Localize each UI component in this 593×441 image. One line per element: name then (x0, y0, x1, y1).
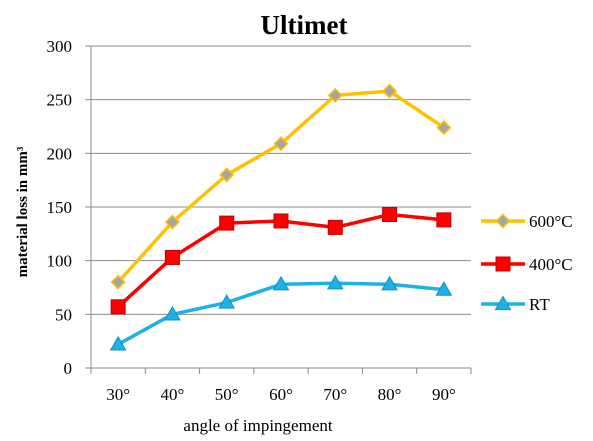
data-point (110, 274, 126, 290)
y-tick-label: 250 (47, 91, 73, 110)
x-tick-label: 30° (106, 385, 130, 404)
data-point (436, 212, 452, 228)
legend-label: 400°C (529, 255, 573, 274)
data-point (273, 136, 289, 152)
data-point (436, 120, 452, 136)
x-tick-label: 50° (215, 385, 239, 404)
legend-marker (494, 295, 512, 311)
y-tick-labels: 0 50 100 150 200 250 300 (47, 37, 73, 378)
y-tick-label: 0 (64, 359, 73, 378)
y-axis-label: material loss in mm³ (15, 146, 31, 277)
data-point (164, 214, 180, 230)
chart-title: Ultimet (261, 10, 348, 40)
y-tick-label: 100 (47, 252, 73, 271)
x-tick-label: 40° (161, 385, 185, 404)
data-point (219, 215, 235, 231)
legend-item: 600°C (481, 212, 573, 231)
series-2 (109, 274, 453, 351)
x-tick-label: 90° (432, 385, 456, 404)
y-tick-label: 50 (55, 305, 72, 324)
data-point (272, 275, 290, 291)
data-point (273, 213, 289, 229)
series-0 (110, 83, 452, 290)
x-axis-label: angle of impingement (183, 416, 332, 435)
y-tick-label: 300 (47, 37, 73, 56)
data-point (109, 335, 127, 351)
legend-label: 600°C (529, 212, 573, 231)
data-point (218, 294, 236, 309)
data-point (164, 305, 181, 321)
series-lines (109, 83, 453, 351)
data-point (327, 87, 343, 103)
x-tick-label: 60° (269, 385, 293, 404)
y-tick-label: 150 (47, 198, 73, 217)
series-1 (110, 207, 452, 315)
data-point (110, 299, 126, 315)
y-tick-label: 200 (47, 144, 73, 163)
legend-marker (495, 256, 511, 272)
data-point (381, 275, 398, 291)
data-point (219, 167, 235, 183)
legend-item: 400°C (481, 255, 573, 274)
axes (85, 45, 472, 374)
legend-item: RT (481, 295, 550, 314)
data-point (382, 207, 398, 223)
legend-marker (495, 213, 511, 229)
data-point (327, 219, 343, 235)
gridlines (91, 45, 471, 315)
x-tick-labels: 30° 40° 50° 60° 70° 80° 90° (106, 385, 456, 404)
legend: 600°C 400°C RT (481, 212, 573, 314)
data-point (164, 249, 180, 265)
x-tick-label: 70° (323, 385, 347, 404)
data-point (382, 83, 398, 99)
series-line (117, 281, 445, 346)
data-point (435, 281, 453, 296)
legend-label: RT (529, 295, 550, 314)
x-tick-label: 80° (378, 385, 402, 404)
data-point (326, 274, 344, 290)
